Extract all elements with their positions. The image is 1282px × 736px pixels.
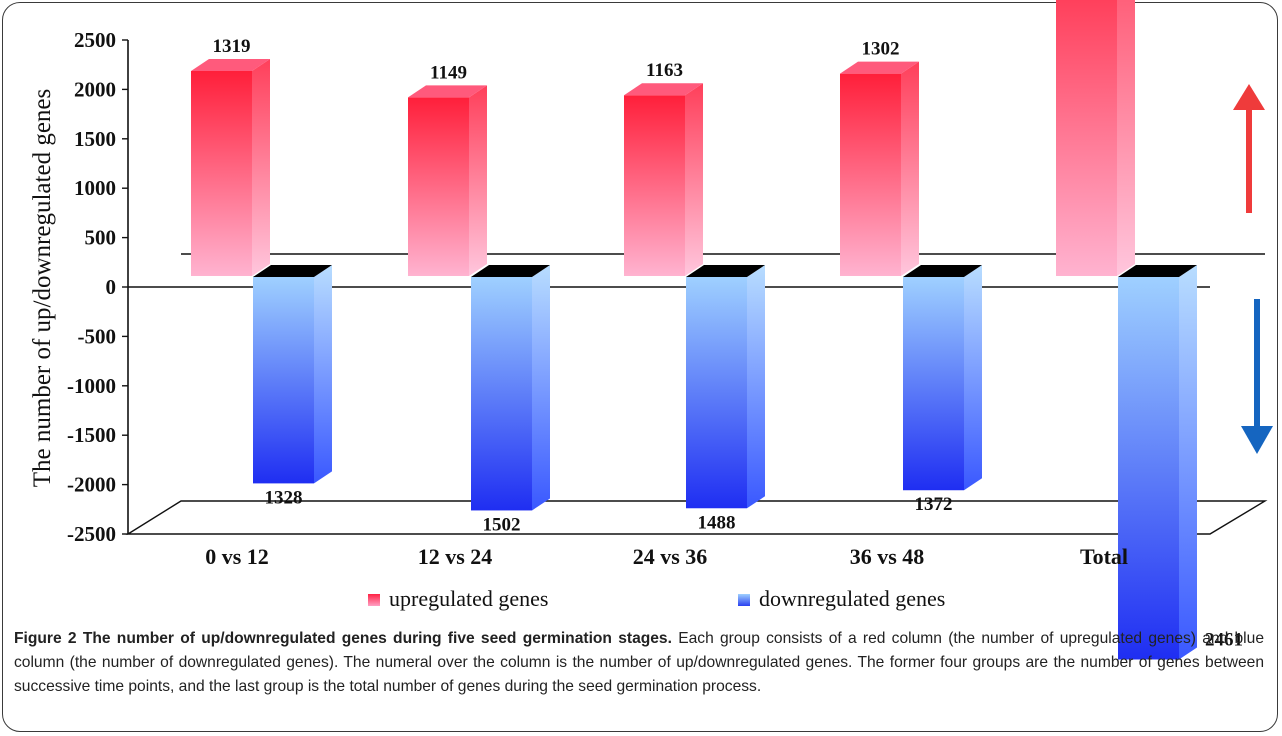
bars-group: 1319132811491502116314881302137222862461 bbox=[191, 0, 1243, 660]
y-tick-label: 500 bbox=[85, 226, 117, 250]
value-label-up: 1163 bbox=[646, 60, 683, 81]
y-tick-label: -1500 bbox=[67, 423, 116, 447]
y-tick-label: -500 bbox=[78, 324, 117, 348]
bar-down bbox=[903, 265, 982, 491]
value-label-up: 1149 bbox=[430, 62, 467, 83]
value-label-down: 1328 bbox=[265, 487, 303, 508]
y-axis-label: The number of up/downregulated genes bbox=[29, 89, 56, 488]
bar-up bbox=[1056, 0, 1135, 276]
bar-up bbox=[191, 59, 270, 276]
category-label: 12 vs 24 bbox=[418, 544, 493, 569]
legend-item-down: downregulated genes bbox=[738, 586, 945, 611]
y-tick-label: -2500 bbox=[67, 522, 116, 546]
y-tick-label: 2000 bbox=[74, 77, 116, 101]
category-label: 24 vs 36 bbox=[633, 544, 708, 569]
category-label: 36 vs 48 bbox=[850, 544, 925, 569]
bar-down bbox=[686, 265, 765, 509]
y-tick-label: 1000 bbox=[74, 176, 116, 200]
legend-label-down: downregulated genes bbox=[759, 586, 945, 611]
caption-title: Figure 2 The number of up/downregulated … bbox=[14, 630, 672, 647]
legend-item-up: upregulated genes bbox=[368, 586, 548, 611]
y-tick-label: -2000 bbox=[67, 473, 116, 497]
y-ticks: 2500 2000 1500 1000 500 0 -500 -1000 -1500 -2000 -… bbox=[67, 28, 128, 546]
bar-up bbox=[408, 85, 487, 276]
down-arrow-icon bbox=[1241, 299, 1273, 454]
legend: upregulated genes downregulated genes bbox=[368, 586, 945, 611]
category-label: Total bbox=[1080, 544, 1128, 569]
floor-plane bbox=[125, 500, 1268, 535]
category-labels: 0 vs 12 12 vs 24 24 vs 36 36 vs 48 Total bbox=[205, 544, 1128, 569]
bar-up bbox=[840, 61, 919, 277]
up-arrow-icon bbox=[1233, 84, 1265, 213]
value-label-down: 2461 bbox=[1205, 629, 1243, 650]
bar-up bbox=[624, 83, 703, 277]
value-label-up: 1319 bbox=[213, 36, 251, 57]
y-tick-label: 1500 bbox=[74, 127, 116, 151]
legend-label-up: upregulated genes bbox=[389, 586, 548, 611]
category-label: 0 vs 12 bbox=[205, 544, 269, 569]
value-label-down: 1372 bbox=[915, 494, 953, 515]
value-label-down: 1502 bbox=[483, 514, 521, 535]
y-tick-label: -1000 bbox=[67, 374, 116, 398]
figure-caption: Figure 2 The number of up/downregulated … bbox=[14, 627, 1264, 699]
caption-body: Each group consists of a red column (the… bbox=[14, 630, 1264, 695]
bar-down bbox=[471, 265, 550, 511]
bar-down bbox=[253, 265, 332, 484]
value-label-up: 1302 bbox=[862, 39, 900, 60]
y-tick-label: 2500 bbox=[74, 28, 116, 52]
value-label-down: 1488 bbox=[698, 512, 736, 533]
y-tick-label: 0 bbox=[106, 275, 117, 299]
bar-down bbox=[1118, 265, 1197, 660]
